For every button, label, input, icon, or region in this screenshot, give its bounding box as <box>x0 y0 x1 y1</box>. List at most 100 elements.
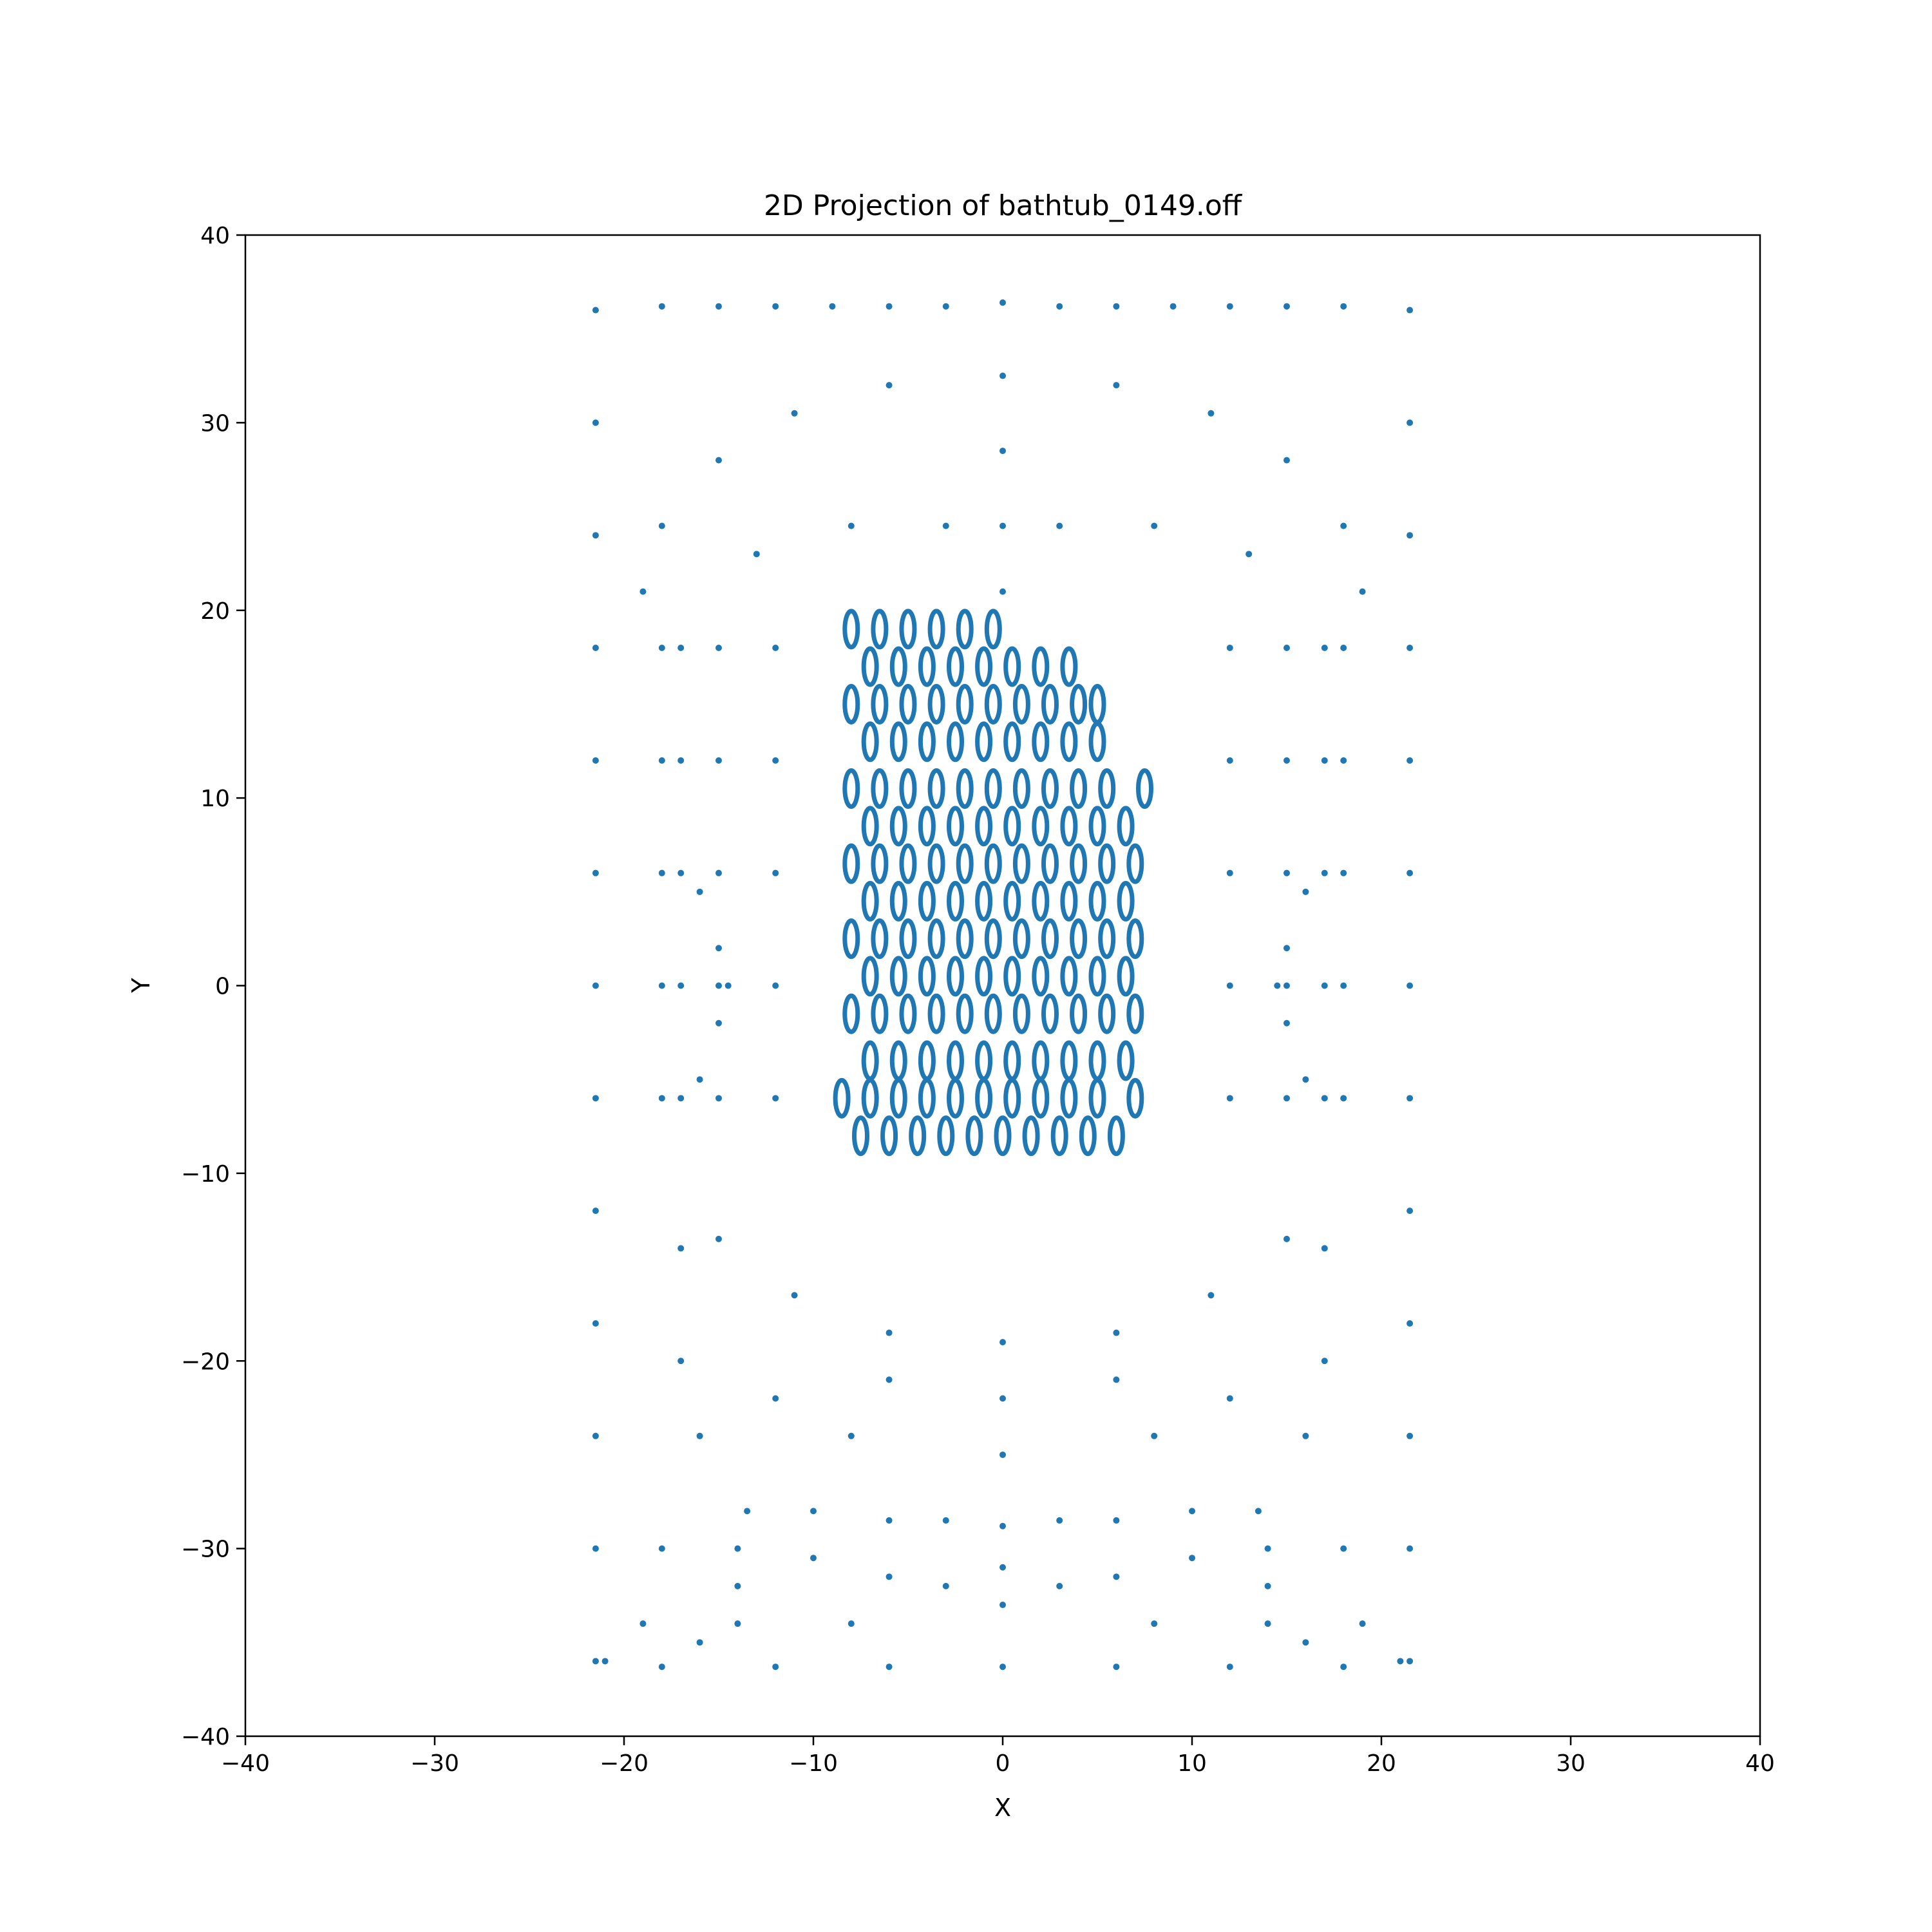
scatter-point <box>871 609 889 650</box>
scatter-point <box>677 757 685 764</box>
scatter-point <box>833 1077 851 1119</box>
scatter-point <box>1208 1292 1215 1299</box>
scatter-point <box>1226 869 1233 876</box>
x-tick-label: −20 <box>600 1750 649 1777</box>
scatter-point <box>1070 683 1088 724</box>
scatter-point <box>999 1564 1006 1571</box>
scatter-point <box>715 1019 722 1027</box>
scatter-point <box>791 410 798 417</box>
scatter-point <box>889 721 907 762</box>
scatter-point <box>1107 1115 1125 1157</box>
scatter-point <box>1226 645 1233 652</box>
scatter-point <box>1070 918 1088 960</box>
scatter-point <box>715 1235 722 1242</box>
scatter-point <box>1340 1545 1347 1552</box>
scatter-point <box>658 522 665 529</box>
scatter-point <box>1070 993 1088 1034</box>
scatter-point <box>956 843 974 884</box>
scatter-point <box>848 1620 855 1627</box>
scatter-point <box>852 1115 869 1157</box>
scatter-point <box>1170 303 1177 310</box>
scatter-point <box>1321 757 1328 764</box>
y-axis: −40 −30 −20 −10 0 10 20 30 40 <box>181 223 245 1750</box>
scatter-point <box>1088 1077 1106 1119</box>
scatter-point <box>658 757 665 764</box>
scatter-point <box>677 1095 685 1102</box>
scatter-point <box>677 869 685 876</box>
scatter-point <box>1283 1235 1290 1242</box>
scatter-point <box>848 522 855 529</box>
scatter-point <box>909 1115 927 1157</box>
scatter-point <box>1226 982 1233 989</box>
scatter-point <box>984 918 1002 960</box>
scatter-point <box>715 1095 722 1102</box>
scatter-point <box>1302 888 1309 895</box>
scatter-point <box>999 522 1006 529</box>
scatter-point <box>999 1602 1006 1609</box>
scatter-point <box>927 609 945 650</box>
scatter-point <box>658 645 665 652</box>
scatter-point <box>842 843 860 884</box>
scatter-point <box>1226 1395 1233 1402</box>
scatter-point <box>861 721 879 762</box>
scatter-point <box>1302 1432 1309 1439</box>
scatter-point <box>1098 768 1116 810</box>
scatter-point <box>984 768 1002 810</box>
scatter-point <box>889 956 907 997</box>
scatter-point <box>999 1395 1006 1402</box>
scatter-point <box>677 645 685 652</box>
scatter-point <box>861 646 879 687</box>
scatter-point <box>947 721 964 762</box>
y-tick-label: −10 <box>181 1161 230 1188</box>
scatter-point <box>753 551 760 558</box>
scatter-point <box>724 982 732 989</box>
scatter-point <box>927 918 945 960</box>
scatter-point <box>1098 843 1116 884</box>
scatter-point <box>999 1522 1006 1530</box>
scatter-point <box>999 588 1006 595</box>
scatter-point <box>592 869 599 876</box>
scatter-point <box>975 880 993 922</box>
scatter-point <box>965 1115 983 1157</box>
scatter-point <box>772 982 779 989</box>
scatter-point <box>810 1555 817 1562</box>
scatter-point <box>1274 982 1281 989</box>
scatter-point <box>1406 307 1414 314</box>
scatter-point <box>871 683 889 724</box>
scatter-point <box>1340 522 1347 529</box>
scatter-point <box>1283 1019 1290 1027</box>
scatter-point <box>772 1395 779 1402</box>
scatter-point <box>1117 956 1135 997</box>
scatter-point <box>1117 1040 1135 1081</box>
scatter-point <box>1113 1517 1120 1524</box>
scatter-point <box>677 1358 685 1365</box>
scatter-point <box>975 721 993 762</box>
scatter-point <box>1126 993 1144 1034</box>
scatter-point <box>1060 806 1078 847</box>
scatter-point <box>999 1663 1006 1671</box>
scatter-point <box>886 303 893 310</box>
scatter-point <box>1283 945 1290 952</box>
x-tick-label: 20 <box>1367 1750 1396 1777</box>
scatter-point <box>592 532 599 539</box>
x-axis: −40 −30 −20 −10 0 10 20 30 40 <box>221 1736 1775 1777</box>
scatter-point <box>810 1508 817 1515</box>
scatter-point <box>1245 551 1253 558</box>
scatter-point <box>658 869 665 876</box>
scatter-point <box>1050 1115 1068 1157</box>
scatter-point <box>889 806 907 847</box>
scatter-point <box>842 609 860 650</box>
scatter-point <box>1189 1555 1195 1562</box>
x-axis-label: X <box>994 1794 1011 1822</box>
scatter-point <box>1208 410 1215 417</box>
scatter-point <box>1406 1545 1414 1552</box>
scatter-point <box>658 1663 665 1671</box>
scatter-point <box>1003 1077 1021 1119</box>
scatter-point <box>880 1115 898 1157</box>
scatter-point <box>899 609 917 650</box>
scatter-point <box>1406 1095 1414 1102</box>
scatter-point <box>1070 843 1088 884</box>
scatter-point <box>1113 1376 1120 1383</box>
scatter-point <box>772 1095 779 1102</box>
